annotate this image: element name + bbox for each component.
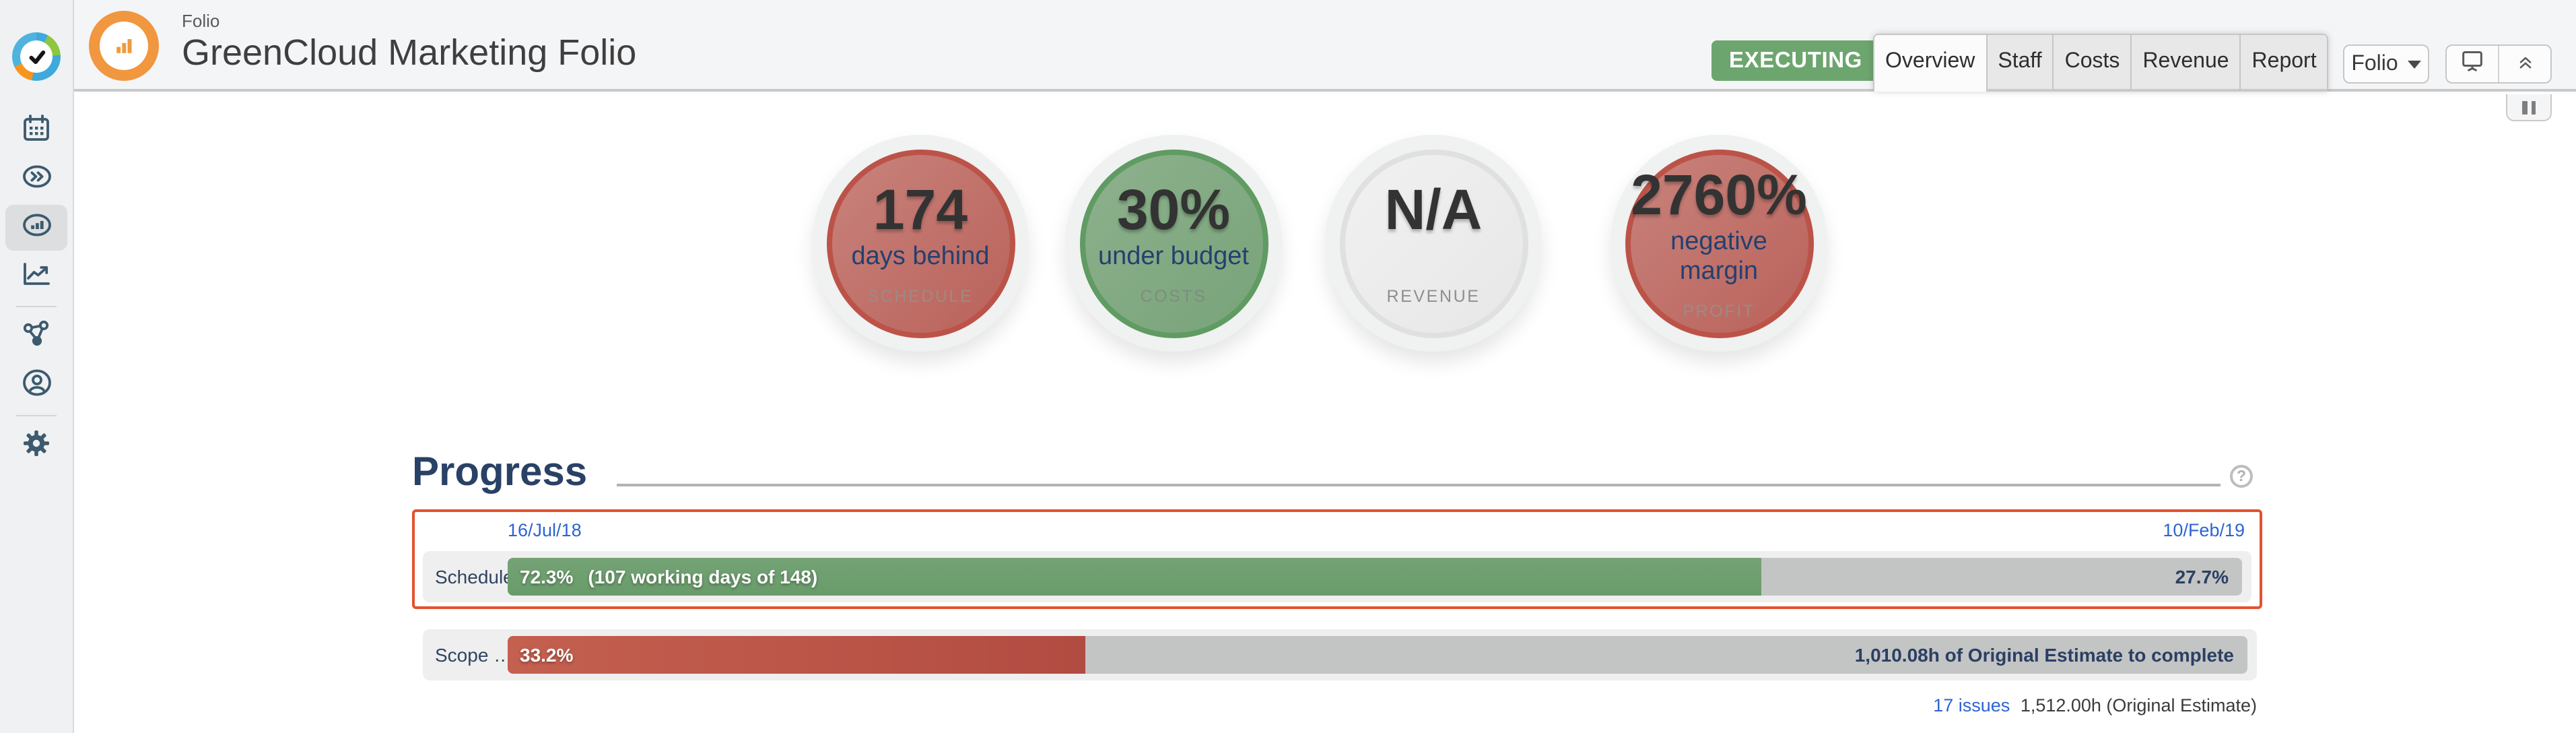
schedule-end-date-link[interactable]: 10/Feb/19 bbox=[2163, 520, 2245, 540]
sidebar-nav bbox=[0, 106, 73, 470]
issues-link[interactable]: 17 issues bbox=[1933, 695, 2010, 715]
schedule-percent-label: 72.3% bbox=[520, 566, 574, 587]
sidebar-divider bbox=[16, 415, 57, 416]
header: Folio GreenCloud Marketing Folio EXECUTI… bbox=[74, 0, 2576, 121]
schedule-row-label: Schedule bbox=[435, 566, 508, 587]
sidebar-item-user[interactable] bbox=[5, 362, 67, 408]
overview-content: 174 days behind SCHEDULE 30% under budge… bbox=[74, 94, 2576, 733]
schedule-progress-row: Schedule 72.3% (107 working days of 148)… bbox=[423, 551, 2251, 602]
costs-gauge-face: 30% under budget COSTS bbox=[1079, 149, 1268, 338]
costs-gauge-subtitle: under budget bbox=[1098, 242, 1249, 270]
dashboard-gauge-icon bbox=[20, 208, 53, 247]
tab-staff[interactable]: Staff bbox=[1986, 35, 2053, 92]
pause-icon bbox=[2531, 100, 2536, 114]
scope-bar-fill: 33.2% bbox=[508, 636, 1085, 674]
folio-dropdown-label: Folio bbox=[2351, 52, 2398, 75]
app-logo[interactable] bbox=[12, 32, 61, 81]
schedule-gauge-value: 174 bbox=[873, 177, 968, 241]
schedule-highlight-box: 16/Jul/18 10/Feb/19 Schedule 72.3% (107 … bbox=[412, 509, 2262, 609]
folio-logo bbox=[89, 11, 159, 81]
calendar-icon bbox=[20, 111, 53, 150]
tab-costs[interactable]: Costs bbox=[2052, 35, 2131, 92]
scope-percent-label: 33.2% bbox=[520, 644, 574, 666]
scope-progress-bar: 33.2% 1,010.08h of Original Estimate to … bbox=[508, 636, 2247, 674]
sidebar-divider bbox=[16, 306, 57, 307]
presentation-mode-button[interactable] bbox=[2447, 46, 2498, 82]
collapse-header-button[interactable] bbox=[2498, 46, 2550, 82]
tab-overview[interactable]: Overview bbox=[1874, 35, 1986, 92]
sidebar-item-network[interactable] bbox=[5, 314, 67, 360]
scope-row-label: Scope … bbox=[435, 644, 508, 666]
brand-text: Folio GreenCloud Marketing Folio bbox=[182, 11, 636, 74]
chevron-down-icon bbox=[2407, 60, 2421, 68]
profit-gauge-label: PROFIT bbox=[1683, 301, 1755, 320]
schedule-gauge-face: 174 days behind SCHEDULE bbox=[826, 149, 1015, 338]
issues-estimate-label: 1,512.00h (Original Estimate) bbox=[2020, 695, 2257, 715]
scope-issues-line: 17 issues 1,512.00h (Original Estimate) bbox=[1933, 695, 2257, 715]
schedule-detail-label: (107 working days of 148) bbox=[588, 566, 818, 587]
schedule-gauge-subtitle: days behind bbox=[851, 242, 990, 270]
costs-gauge: 30% under budget COSTS bbox=[1065, 135, 1282, 352]
schedule-progress-bar: 72.3% (107 working days of 148) 27.7% bbox=[508, 558, 2242, 596]
pause-refresh-button[interactable] bbox=[2506, 94, 2552, 121]
page-title: GreenCloud Marketing Folio bbox=[182, 32, 637, 73]
network-share-icon bbox=[20, 317, 53, 356]
folio-dropdown-button[interactable]: Folio bbox=[2343, 44, 2429, 84]
tab-report[interactable]: Report bbox=[2239, 35, 2328, 92]
sidebar-item-dashboard[interactable] bbox=[5, 205, 67, 251]
double-chevron-up-icon bbox=[2513, 49, 2536, 79]
gear-icon bbox=[20, 426, 53, 466]
profit-gauge-face: 2760% negative margin PROFIT bbox=[1625, 149, 1813, 338]
app-logo-checkmark-icon bbox=[20, 40, 53, 73]
revenue-gauge-label: REVENUE bbox=[1386, 286, 1481, 305]
user-circle-icon bbox=[20, 366, 53, 405]
section-divider-line bbox=[617, 484, 2221, 486]
progress-section-title: Progress bbox=[412, 450, 588, 495]
sidebar-item-settings[interactable] bbox=[5, 423, 67, 469]
trend-chart-icon bbox=[20, 257, 53, 296]
schedule-bar-fill: 72.3% (107 working days of 148) bbox=[508, 558, 1762, 596]
sidebar-item-fast-forward[interactable] bbox=[5, 156, 67, 202]
sidebar-item-calendar[interactable] bbox=[5, 108, 67, 154]
pause-icon bbox=[2522, 100, 2527, 114]
schedule-gauge-label: SCHEDULE bbox=[867, 286, 974, 305]
revenue-gauge-value: N/A bbox=[1384, 177, 1483, 241]
scope-progress-row: Scope … 33.2% 1,010.08h of Original Esti… bbox=[423, 629, 2257, 680]
view-toolbar bbox=[2445, 44, 2552, 84]
revenue-gauge: N/A REVENUE bbox=[1325, 135, 1542, 352]
costs-gauge-value: 30% bbox=[1116, 177, 1231, 241]
scope-remaining-label: 1,010.08h of Original Estimate to comple… bbox=[1854, 644, 2234, 666]
profit-gauge-subtitle: negative margin bbox=[1670, 227, 1767, 285]
costs-gauge-label: COSTS bbox=[1140, 286, 1207, 305]
tab-bar: Overview Staff Costs Revenue Report bbox=[1873, 34, 2329, 92]
tab-revenue[interactable]: Revenue bbox=[2130, 35, 2240, 92]
profit-gauge-value: 2760% bbox=[1631, 162, 1807, 226]
status-badge: EXECUTING bbox=[1711, 40, 1880, 81]
profit-gauge: 2760% negative margin PROFIT bbox=[1611, 135, 1827, 352]
schedule-start-date-link[interactable]: 16/Jul/18 bbox=[508, 520, 582, 540]
schedule-remaining-label: 27.7% bbox=[2175, 566, 2229, 587]
sidebar-item-trend-chart[interactable] bbox=[5, 253, 67, 299]
revenue-gauge-face: N/A REVENUE bbox=[1339, 149, 1528, 338]
schedule-gauge: 174 days behind SCHEDULE bbox=[812, 135, 1029, 352]
sidebar bbox=[0, 0, 74, 733]
fast-forward-oval-icon bbox=[20, 160, 53, 199]
help-icon[interactable]: ? bbox=[2230, 465, 2253, 488]
monitor-icon bbox=[2459, 47, 2486, 81]
folio-logo-bars-icon bbox=[100, 22, 148, 70]
entity-type-label: Folio bbox=[182, 11, 220, 31]
